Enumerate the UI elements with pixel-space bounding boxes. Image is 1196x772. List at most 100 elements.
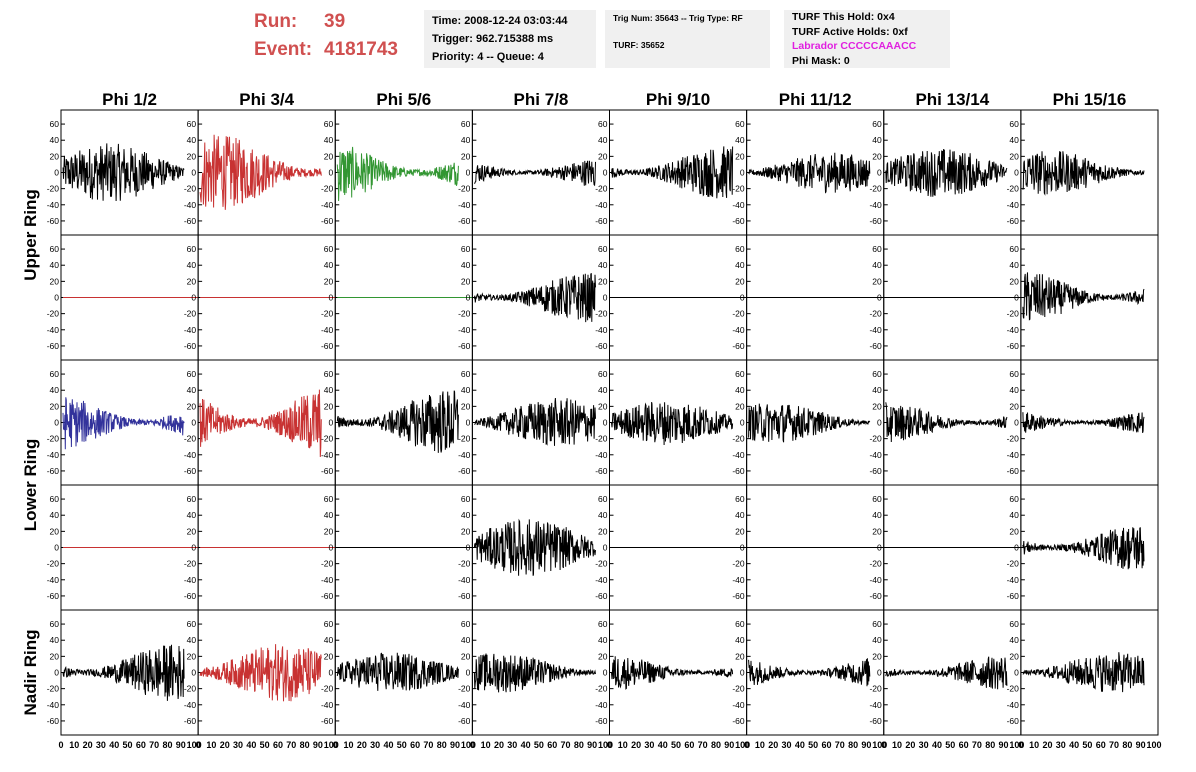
y-tick-label: -20 [732, 434, 745, 444]
y-tick-label: 20 [598, 401, 608, 411]
y-tick-label: -60 [869, 216, 882, 226]
y-tick-label: 0 [1014, 293, 1019, 303]
y-tick-label: 40 [50, 260, 60, 270]
y-tick-label: 20 [872, 401, 882, 411]
y-tick-label: -20 [595, 184, 608, 194]
y-tick-label: -40 [47, 575, 60, 585]
x-tick-label: 50 [123, 740, 133, 750]
y-tick-label: 40 [1009, 510, 1019, 520]
y-tick-label: 60 [187, 619, 197, 629]
x-tick-label: 100 [324, 740, 339, 750]
y-tick-label: -40 [321, 200, 334, 210]
x-tick-label: 30 [644, 740, 654, 750]
y-tick-label: -20 [869, 559, 882, 569]
y-tick-label: -20 [184, 309, 197, 319]
y-tick-label: 0 [54, 418, 59, 428]
y-tick-label: 60 [735, 244, 745, 254]
y-tick-label: 0 [54, 293, 59, 303]
y-tick-label: 0 [740, 293, 745, 303]
y-tick-label: 60 [598, 619, 608, 629]
y-tick-label: -60 [595, 591, 608, 601]
y-tick-label: -40 [458, 450, 471, 460]
event-row: Event: 4181743 [254, 36, 398, 64]
y-tick-label: -60 [47, 466, 60, 476]
x-tick-label: 100 [461, 740, 476, 750]
y-tick-label: 60 [324, 244, 334, 254]
y-tick-label: 40 [598, 385, 608, 395]
y-tick-label: 60 [324, 494, 334, 504]
y-tick-label: -20 [1007, 184, 1020, 194]
waveform-trace [199, 644, 322, 702]
waveform-trace [611, 401, 734, 446]
y-tick-label: 20 [461, 651, 471, 661]
y-tick-label: 20 [187, 151, 197, 161]
y-tick-label: -40 [184, 450, 197, 460]
y-tick-label: -40 [458, 700, 471, 710]
y-tick-label: 0 [191, 418, 196, 428]
y-tick-label: 0 [740, 543, 745, 553]
y-tick-label: -20 [321, 309, 334, 319]
column-header-7: Phi 13/14 [915, 90, 989, 109]
y-tick-label: 40 [598, 135, 608, 145]
y-tick-label: 60 [461, 369, 471, 379]
y-tick-label: 60 [187, 119, 197, 129]
y-tick-label: -20 [458, 184, 471, 194]
y-tick-label: 60 [1009, 619, 1019, 629]
y-tick-label: 0 [877, 668, 882, 678]
y-tick-label: 0 [603, 418, 608, 428]
waveform-trace [62, 143, 185, 202]
x-tick-label: 60 [1096, 740, 1106, 750]
x-tick-label: 90 [724, 740, 734, 750]
y-tick-label: -40 [47, 325, 60, 335]
y-tick-label: 0 [191, 168, 196, 178]
column-header-3: Phi 5/6 [376, 90, 431, 109]
run-label: Run: [254, 11, 298, 32]
x-tick-label: 80 [1122, 740, 1132, 750]
x-tick-label: 20 [220, 740, 230, 750]
y-tick-label: -60 [732, 341, 745, 351]
y-tick-label: 20 [461, 401, 471, 411]
waveform-trace [336, 652, 459, 692]
y-tick-label: 0 [1014, 543, 1019, 553]
y-tick-label: -20 [321, 684, 334, 694]
y-tick-label: 60 [598, 244, 608, 254]
y-tick-label: 0 [740, 668, 745, 678]
y-tick-label: 0 [740, 418, 745, 428]
y-tick-label: -40 [732, 575, 745, 585]
turf-hold-text: TURF This Hold: 0x4 [792, 11, 895, 23]
y-tick-label: 0 [740, 168, 745, 178]
y-tick-label: 40 [50, 635, 60, 645]
y-tick-label: 20 [735, 651, 745, 661]
y-tick-label: -60 [47, 716, 60, 726]
x-tick-label: 20 [768, 740, 778, 750]
x-tick-label: 30 [233, 740, 243, 750]
x-tick-label: 100 [1146, 740, 1161, 750]
y-tick-label: 20 [324, 651, 334, 661]
y-tick-label: 0 [191, 668, 196, 678]
x-tick-label: 90 [1136, 740, 1146, 750]
y-tick-label: -60 [458, 341, 471, 351]
y-tick-label: -40 [458, 200, 471, 210]
y-tick-label: 20 [324, 401, 334, 411]
y-tick-label: -40 [184, 575, 197, 585]
y-tick-label: -40 [47, 700, 60, 710]
x-tick-label: 80 [162, 740, 172, 750]
y-tick-label: 40 [1009, 635, 1019, 645]
waveform-trace [1022, 527, 1145, 570]
y-tick-label: -20 [184, 684, 197, 694]
y-tick-label: 20 [1009, 151, 1019, 161]
column-header-1: Phi 1/2 [102, 90, 157, 109]
y-tick-label: 20 [187, 276, 197, 286]
y-tick-label: -20 [321, 434, 334, 444]
waveform-trace [474, 397, 596, 446]
x-tick-label: 20 [494, 740, 504, 750]
y-tick-label: -40 [595, 700, 608, 710]
y-tick-label: -60 [595, 341, 608, 351]
turf-num-text: TURF: 35652 [613, 40, 665, 50]
y-tick-label: -60 [869, 591, 882, 601]
y-tick-label: 40 [598, 635, 608, 645]
y-tick-label: 60 [598, 369, 608, 379]
x-tick-label: 40 [932, 740, 942, 750]
x-tick-label: 90 [176, 740, 186, 750]
y-tick-label: -20 [184, 434, 197, 444]
